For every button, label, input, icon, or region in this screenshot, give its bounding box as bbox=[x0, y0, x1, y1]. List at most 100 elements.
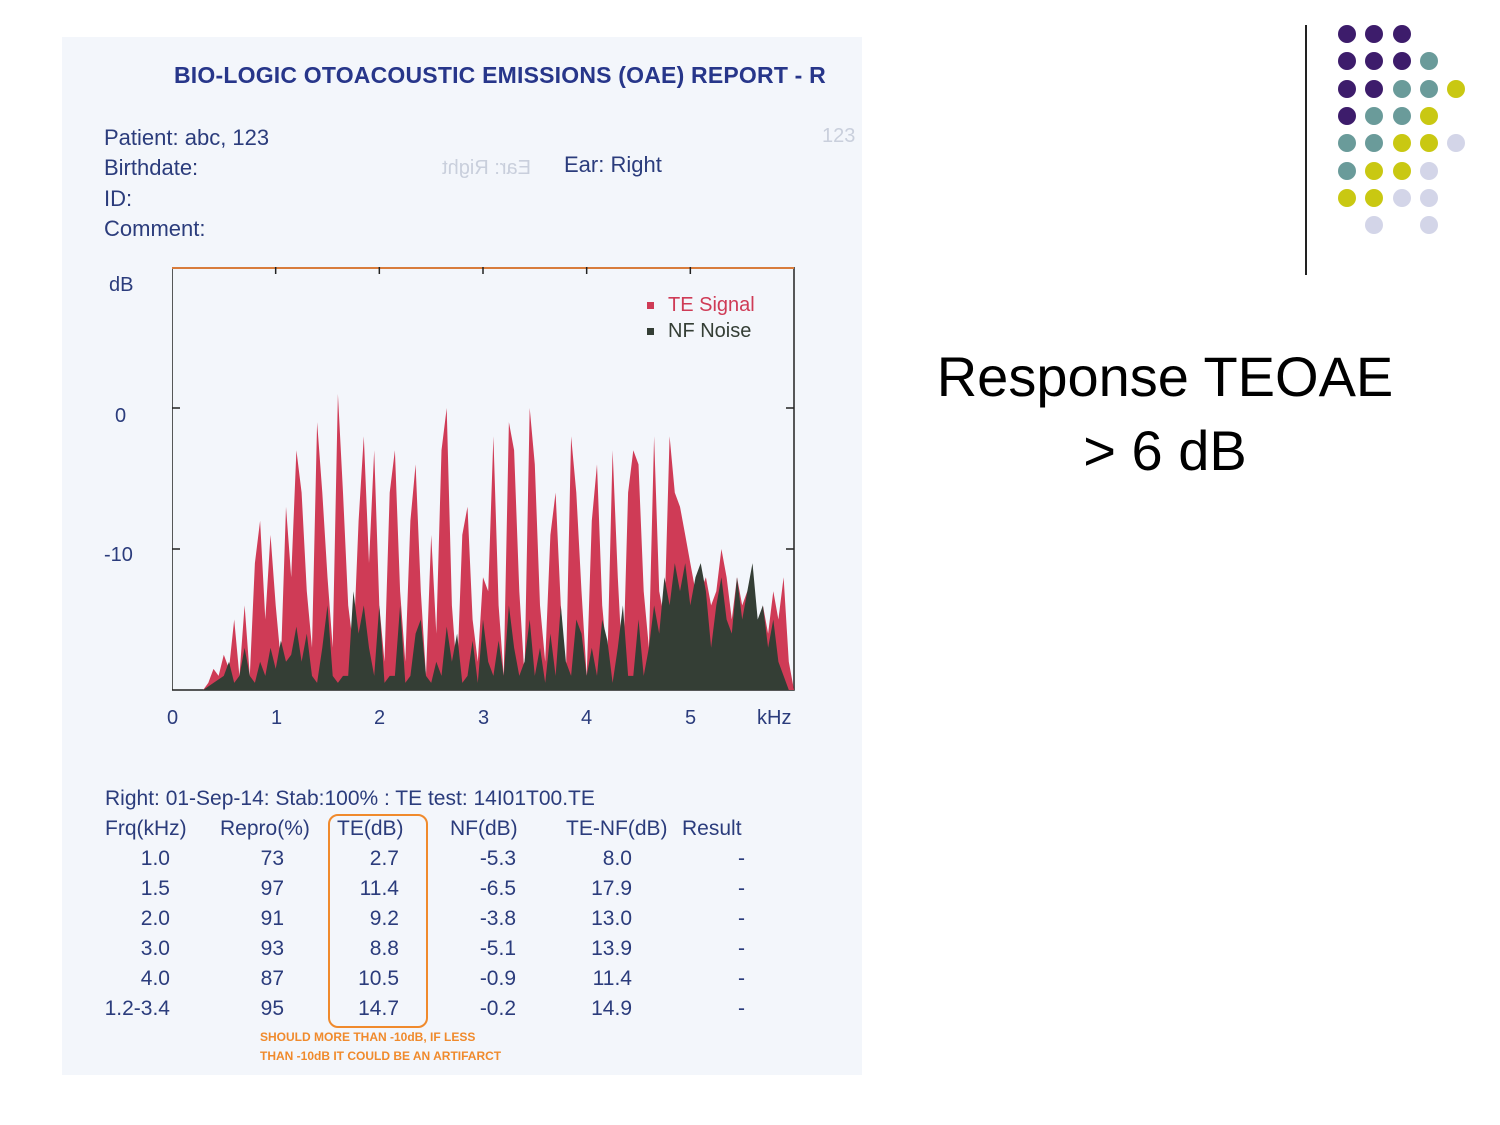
decorative-dot-icon bbox=[1365, 134, 1384, 153]
decorative-dot-icon bbox=[1365, 79, 1384, 98]
decorative-dot-icon bbox=[1338, 25, 1356, 43]
cell-frq: 1.2-3.4 bbox=[104, 997, 170, 1020]
legend-label-te: TE Signal bbox=[668, 294, 755, 316]
cell-nf: -5.1 bbox=[479, 937, 516, 960]
cell-result: - bbox=[738, 877, 745, 900]
test-meta-line: Right: 01-Sep-14: Stab:100% : TE test: 1… bbox=[105, 787, 595, 810]
cell-result: - bbox=[738, 847, 745, 870]
legend-swatch-te-icon bbox=[647, 302, 654, 310]
decorative-dot-icon bbox=[1392, 106, 1411, 125]
comment-field: Comment: bbox=[104, 216, 206, 241]
cell-frq: 3.0 bbox=[140, 937, 170, 960]
cell-te: 8.8 bbox=[369, 937, 399, 960]
cell-frq: 1.5 bbox=[140, 877, 170, 900]
decorative-dot-icon bbox=[1338, 161, 1356, 180]
decorative-dot-icon bbox=[1338, 134, 1356, 153]
decorative-dot-icon bbox=[1392, 52, 1411, 71]
cell-te-nf: 11.4 bbox=[592, 967, 632, 990]
decorative-dot-icon bbox=[1365, 25, 1384, 43]
heading-line-1: Response TEOAE bbox=[936, 345, 1394, 408]
ear-field: Ear: Right bbox=[564, 152, 662, 177]
decorative-dot-icon bbox=[1447, 134, 1466, 153]
decorative-dot-icon bbox=[1447, 79, 1466, 98]
report-title: BIO-LOGIC OTOACOUSTIC EMISSIONS (OAE) RE… bbox=[174, 62, 826, 88]
cell-frq: 2.0 bbox=[140, 907, 170, 930]
col-header-frq: Frq(kHz) bbox=[105, 817, 187, 840]
col-header-nf: NF(dB) bbox=[450, 817, 518, 840]
legend-item-te-signal: TE Signal bbox=[647, 294, 755, 317]
col-header-te-nf: TE-NF(dB) bbox=[566, 817, 668, 840]
decorative-dot-icon bbox=[1419, 52, 1438, 71]
decorative-dot-icon bbox=[1392, 25, 1411, 43]
annotation-line-1: SHOULD MORE THAN -10dB, IF LESS bbox=[260, 1030, 476, 1044]
decorative-dot-icon bbox=[1338, 106, 1356, 125]
decorative-dot-icon bbox=[1365, 188, 1384, 207]
cell-result: - bbox=[738, 907, 745, 930]
cell-frq: 4.0 bbox=[140, 967, 170, 990]
cell-te: 9.2 bbox=[369, 907, 399, 930]
decorative-dot-icon bbox=[1365, 161, 1384, 180]
col-header-te: TE(dB) bbox=[337, 817, 404, 840]
decorative-dot-icon bbox=[1392, 134, 1411, 153]
slide-heading: Response TEOAE > 6 dB bbox=[870, 340, 1460, 488]
cell-nf: -0.9 bbox=[479, 967, 516, 990]
cell-repro: 73 bbox=[260, 847, 284, 870]
show-through-ear-text: Ear: Right bbox=[442, 157, 531, 179]
nf-noise-area bbox=[172, 563, 794, 690]
decorative-divider bbox=[1305, 25, 1307, 275]
cell-nf: -0.2 bbox=[479, 997, 516, 1020]
annotation-line-2: THAN -10dB IT COULD BE AN ARTIFARCT bbox=[260, 1049, 502, 1063]
area-layer bbox=[172, 393, 794, 690]
birthdate-field: Birthdate: bbox=[104, 155, 199, 180]
x-tick-label: 1 bbox=[271, 707, 283, 729]
x-tick-label: 4 bbox=[581, 707, 593, 729]
cell-te-nf: 13.0 bbox=[591, 907, 632, 930]
decorative-dot-icon bbox=[1419, 161, 1438, 180]
legend-swatch-nf-icon bbox=[647, 328, 654, 336]
decorative-dot-icon bbox=[1338, 52, 1356, 71]
y-axis-label: dB bbox=[109, 274, 134, 296]
col-header-result: Result bbox=[682, 817, 742, 840]
cell-te: 2.7 bbox=[369, 847, 399, 870]
cell-te-nf: 13.9 bbox=[591, 937, 632, 960]
cell-nf: -3.8 bbox=[479, 907, 516, 930]
y-tick-label: 0 bbox=[115, 405, 127, 427]
teoae-chart bbox=[172, 267, 795, 691]
cell-result: - bbox=[738, 997, 745, 1020]
decorative-dot-icon bbox=[1419, 188, 1438, 207]
decorative-dot-icon bbox=[1338, 188, 1356, 207]
x-axis-label: kHz bbox=[757, 707, 792, 729]
tick-layer bbox=[172, 267, 794, 550]
x-tick-label: 5 bbox=[685, 707, 697, 729]
cell-te-nf: 14.9 bbox=[591, 997, 632, 1020]
decorative-dot-icon bbox=[1392, 161, 1411, 180]
cell-repro: 91 bbox=[260, 907, 284, 930]
cell-te: 11.4 bbox=[359, 877, 399, 900]
decorative-dot-icon bbox=[1365, 106, 1384, 125]
cell-nf: -6.5 bbox=[479, 877, 516, 900]
cell-repro: 87 bbox=[260, 967, 284, 990]
decorative-dot-icon bbox=[1392, 79, 1411, 98]
decorative-dot-icon bbox=[1365, 52, 1384, 71]
legend-label-nf: NF Noise bbox=[668, 320, 752, 342]
patient-field: Patient: abc, 123 bbox=[104, 125, 270, 150]
decorative-dot-icon bbox=[1365, 216, 1383, 235]
decorative-dot-icon bbox=[1392, 188, 1411, 207]
col-header-repro: Repro(%) bbox=[220, 817, 310, 840]
x-tick-label: 0 bbox=[167, 707, 179, 729]
te-column-highlight bbox=[328, 814, 428, 1028]
scanned-report: BIO-LOGIC OTOACOUSTIC EMISSIONS (OAE) RE… bbox=[62, 37, 862, 1075]
cell-result: - bbox=[738, 937, 745, 960]
cell-repro: 97 bbox=[260, 877, 284, 900]
legend-item-nf-noise: NF Noise bbox=[647, 320, 751, 343]
show-through-patient-text: 123 bbox=[822, 125, 856, 147]
x-tick-label: 2 bbox=[374, 707, 386, 729]
x-tick-label: 3 bbox=[478, 707, 490, 729]
cell-frq: 1.0 bbox=[140, 847, 170, 870]
id-field: ID: bbox=[104, 186, 133, 211]
heading-line-2: > 6 dB bbox=[1083, 419, 1247, 482]
cell-result: - bbox=[738, 967, 745, 990]
cell-te: 14.7 bbox=[358, 997, 399, 1020]
y-tick-label: -10 bbox=[104, 544, 133, 566]
cell-repro: 95 bbox=[260, 997, 284, 1020]
